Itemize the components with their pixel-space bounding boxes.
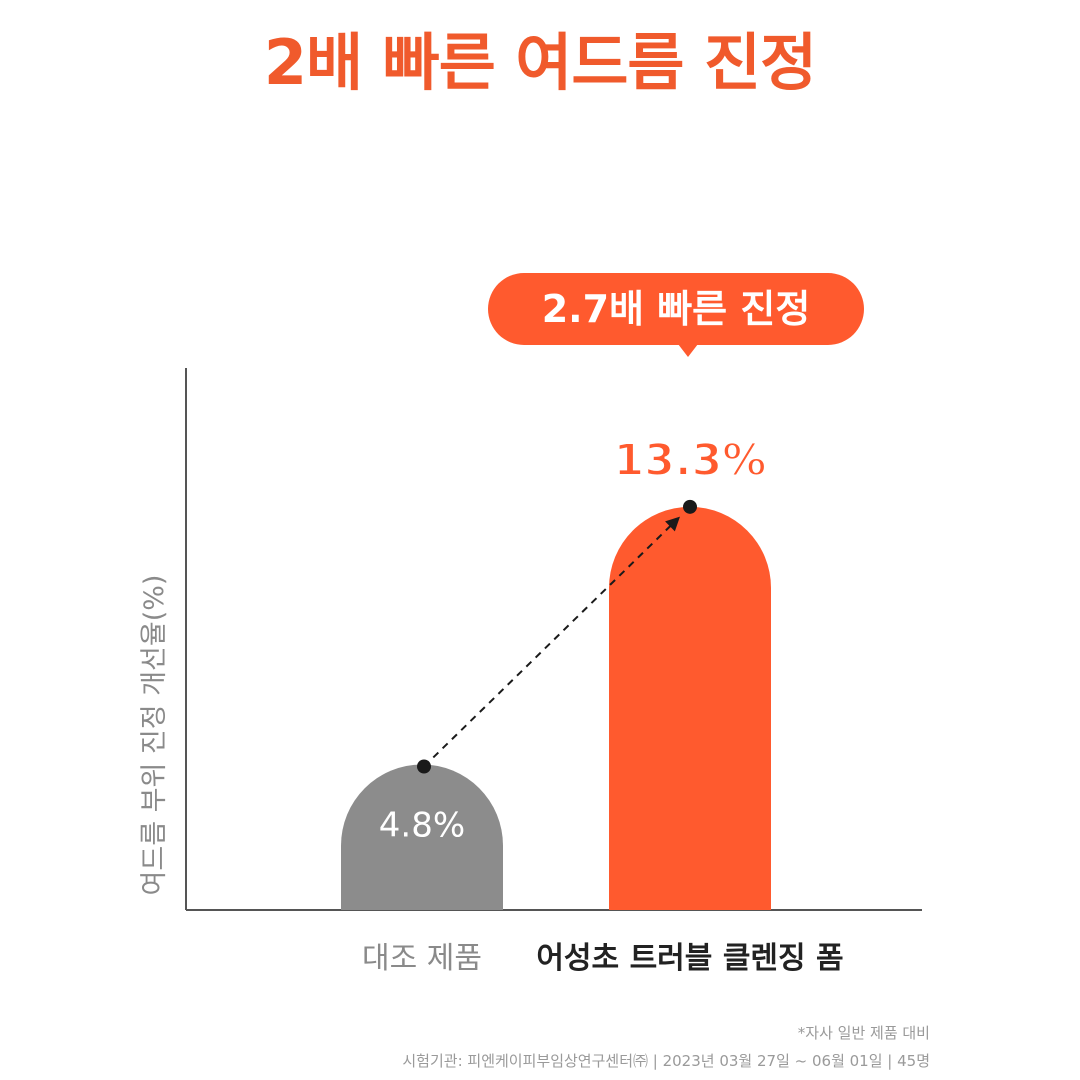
source-note: 시험기관: 피엔케이피부임상연구센터㈜ | 2023년 03월 27일 ~ 06… xyxy=(402,1052,930,1070)
callout-pointer xyxy=(678,344,698,357)
footnote: *자사 일반 제품 대비 xyxy=(797,1024,930,1042)
y-axis-label: 여드름 부위 진정 개선율(%) xyxy=(139,575,170,896)
value-label-featured: 13.3% xyxy=(614,435,767,486)
trend-arrow-line xyxy=(423,522,674,768)
category-label: 대조 제품 xyxy=(362,941,482,976)
trend-arrow-head xyxy=(665,516,680,532)
category-label: 어성초 트러블 클렌징 폼 xyxy=(536,941,843,976)
arrow-end-dot xyxy=(683,499,697,514)
value-label-control: 4.8% xyxy=(379,806,465,846)
callout-bubble xyxy=(488,273,864,345)
bar-featured-product xyxy=(609,506,771,910)
bar-control-product xyxy=(341,764,503,910)
page-title: 2배 빠른 여드름 진정 xyxy=(263,26,817,99)
bars-group: 대조 제품 어성초 트러블 클렌징 폼 4.8% 13.3% xyxy=(341,434,844,976)
annotation-group: 2.7배 빠른 진정 xyxy=(417,273,864,774)
callout-text: 2.7배 빠른 진정 xyxy=(542,287,811,331)
